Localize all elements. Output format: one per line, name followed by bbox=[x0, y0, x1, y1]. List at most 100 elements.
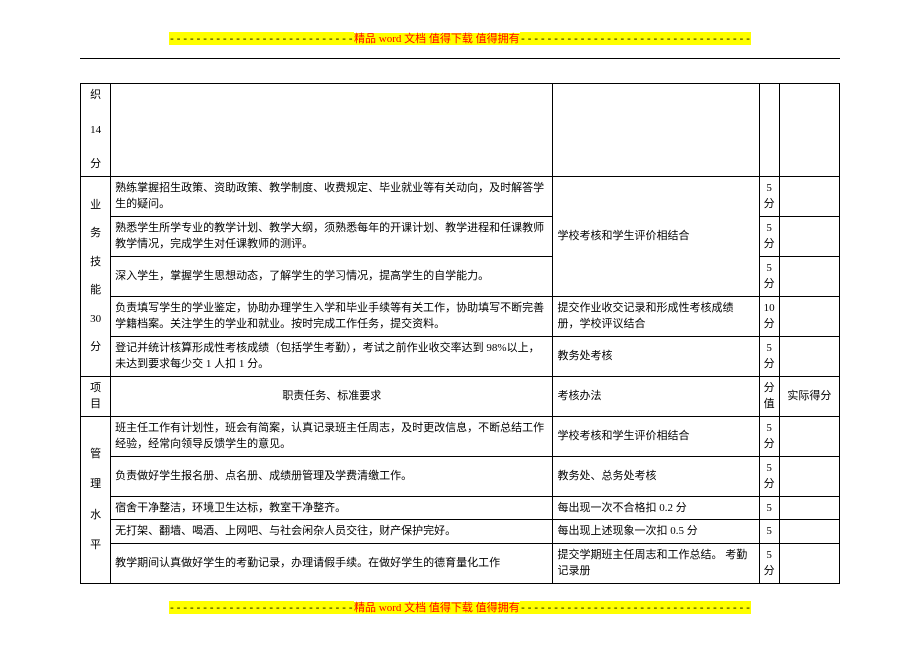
score-num: 5 bbox=[764, 523, 775, 540]
table-row: 宿舍干净整洁，环境卫生达标，教室干净整齐。 每出现一次不合格扣 0.2 分 5 bbox=[81, 496, 840, 520]
desc-cell bbox=[111, 84, 553, 177]
method-cell: 教务处考核 bbox=[553, 336, 759, 376]
score-cell: 5 分 bbox=[759, 336, 779, 376]
banner-top: ----------------------------精品 word 文档 值… bbox=[0, 0, 920, 52]
table-row: 教学期间认真做好学生的考勤记录，办理请假手续。在做好学生的德育量化工作 提交学期… bbox=[81, 543, 840, 583]
method-cell bbox=[553, 84, 759, 177]
cat3-l3: 水 bbox=[85, 507, 106, 524]
actual-cell bbox=[779, 216, 839, 256]
method-cell: 每出现一次不合格扣 0.2 分 bbox=[553, 496, 759, 520]
desc-cell: 熟悉学生所学专业的教学计划、教学大纲，须熟悉每年的开课计划、教学进程和任课教师教… bbox=[111, 216, 553, 256]
cat2-l4: 能 bbox=[85, 282, 106, 299]
cat3-l4: 平 bbox=[85, 537, 106, 554]
category-cell-1: 织 14 分 bbox=[81, 84, 111, 177]
cat1-l3: 分 bbox=[85, 156, 106, 173]
header-c5: 实际得分 bbox=[779, 376, 839, 416]
header-c1: 项目 bbox=[81, 376, 111, 416]
score-num: 5 bbox=[764, 180, 775, 197]
score-cell: 5 bbox=[759, 496, 779, 520]
actual-cell bbox=[779, 296, 839, 336]
score-num: 5 bbox=[764, 500, 775, 517]
top-rule bbox=[80, 58, 840, 59]
score-cell: 5 分 bbox=[759, 176, 779, 216]
actual-cell bbox=[779, 416, 839, 456]
header-c4b: 值 bbox=[764, 396, 775, 413]
desc-cell: 熟练掌握招生政策、资助政策、教学制度、收费规定、毕业就业等有关动向，及时解答学生… bbox=[111, 176, 553, 216]
actual-cell bbox=[779, 456, 839, 496]
score-num: 5 bbox=[764, 340, 775, 357]
desc-cell: 宿舍干净整洁，环境卫生达标，教室干净整齐。 bbox=[111, 496, 553, 520]
actual-cell bbox=[779, 336, 839, 376]
cat2-l6: 分 bbox=[85, 339, 106, 356]
score-cell: 5 分 bbox=[759, 216, 779, 256]
table-row: 负责填写学生的学业鉴定，协助办理学生入学和毕业手续等有关工作，协助填写不断完善学… bbox=[81, 296, 840, 336]
table-row: 无打架、翻墙、喝酒、上网吧、与社会闲杂人员交往，财产保护完好。 每出现上述现象一… bbox=[81, 520, 840, 544]
method-cell: 学校考核和学生评价相结合 bbox=[553, 176, 759, 296]
score-cell: 5 分 bbox=[759, 256, 779, 296]
score-unit: 分 bbox=[764, 356, 775, 373]
score-num: 5 bbox=[764, 460, 775, 477]
score-unit: 分 bbox=[764, 236, 775, 253]
table-wrap: 织 14 分 业 务 技 能 30 分 熟练掌握招生政策、资助政策、教学制度、收… bbox=[80, 83, 840, 584]
category-cell-2: 业 务 技 能 30 分 bbox=[81, 176, 111, 376]
score-num: 5 bbox=[764, 420, 775, 437]
dash-right: ----------------------------------- bbox=[520, 32, 752, 45]
method-cell: 学校考核和学生评价相结合 bbox=[553, 416, 759, 456]
actual-cell bbox=[779, 520, 839, 544]
banner-bottom-text: 精品 word 文档 值得下载 值得拥有 bbox=[354, 602, 520, 614]
dash-left-b: ---------------------------- bbox=[169, 601, 354, 614]
desc-cell: 负责填写学生的学业鉴定，协助办理学生入学和毕业手续等有关工作，协助填写不断完善学… bbox=[111, 296, 553, 336]
score-unit: 分 bbox=[764, 436, 775, 453]
actual-cell bbox=[779, 543, 839, 583]
score-unit: 分 bbox=[764, 316, 775, 333]
actual-cell bbox=[779, 176, 839, 216]
dash-left: ---------------------------- bbox=[169, 32, 354, 45]
score-unit: 分 bbox=[764, 276, 775, 293]
category-cell-3: 管 理 水 平 bbox=[81, 416, 111, 583]
cat2-l3: 技 bbox=[85, 254, 106, 271]
banner-top-text: 精品 word 文档 值得下载 值得拥有 bbox=[354, 33, 520, 45]
header-c4a: 分 bbox=[764, 380, 775, 397]
dash-right-b: ----------------------------------- bbox=[520, 601, 752, 614]
cat1-l1: 织 bbox=[85, 87, 106, 104]
header-c4: 分 值 bbox=[759, 376, 779, 416]
score-cell: 5 分 bbox=[759, 456, 779, 496]
table-header-row: 项目 职责任务、标准要求 考核办法 分 值 实际得分 bbox=[81, 376, 840, 416]
header-c2: 职责任务、标准要求 bbox=[111, 376, 553, 416]
score-unit: 分 bbox=[764, 563, 775, 580]
method-cell: 每出现上述现象一次扣 0.5 分 bbox=[553, 520, 759, 544]
cat3-l2: 理 bbox=[85, 476, 106, 493]
score-unit: 分 bbox=[764, 196, 775, 213]
desc-cell: 无打架、翻墙、喝酒、上网吧、与社会闲杂人员交往，财产保护完好。 bbox=[111, 520, 553, 544]
actual-cell bbox=[779, 256, 839, 296]
table-row: 织 14 分 bbox=[81, 84, 840, 177]
desc-cell: 登记并统计核算形成性考核成绩（包括学生考勤），考试之前作业收交率达到 98%以上… bbox=[111, 336, 553, 376]
score-unit: 分 bbox=[764, 476, 775, 493]
method-cell: 提交作业收交记录和形成性考核成绩册，学校评议结合 bbox=[553, 296, 759, 336]
cat3-l1: 管 bbox=[85, 446, 106, 463]
score-cell: 10 分 bbox=[759, 296, 779, 336]
table-row: 管 理 水 平 班主任工作有计划性，班会有简案，认真记录班主任周志，及时更改信息… bbox=[81, 416, 840, 456]
assessment-table: 织 14 分 业 务 技 能 30 分 熟练掌握招生政策、资助政策、教学制度、收… bbox=[80, 83, 840, 584]
table-row: 登记并统计核算形成性考核成绩（包括学生考勤），考试之前作业收交率达到 98%以上… bbox=[81, 336, 840, 376]
score-num: 5 bbox=[764, 547, 775, 564]
banner-bottom: ----------------------------精品 word 文档 值… bbox=[0, 593, 920, 621]
desc-cell: 班主任工作有计划性，班会有简案，认真记录班主任周志，及时更改信息，不断总结工作经… bbox=[111, 416, 553, 456]
cat2-l1: 业 bbox=[85, 197, 106, 214]
cat2-l5: 30 bbox=[85, 311, 106, 328]
score-num: 10 bbox=[764, 300, 775, 317]
score-num: 5 bbox=[764, 260, 775, 277]
score-cell bbox=[759, 84, 779, 177]
table-row: 负责做好学生报名册、点名册、成绩册管理及学费清缴工作。 教务处、总务处考核 5 … bbox=[81, 456, 840, 496]
method-cell: 提交学期班主任周志和工作总结。 考勤记录册 bbox=[553, 543, 759, 583]
cat1-l2: 14 bbox=[85, 122, 106, 139]
desc-cell: 负责做好学生报名册、点名册、成绩册管理及学费清缴工作。 bbox=[111, 456, 553, 496]
actual-cell bbox=[779, 84, 839, 177]
desc-cell: 深入学生，掌握学生思想动态，了解学生的学习情况，提高学生的自学能力。 bbox=[111, 256, 553, 296]
cat2-l2: 务 bbox=[85, 225, 106, 242]
header-c3: 考核办法 bbox=[553, 376, 759, 416]
score-num: 5 bbox=[764, 220, 775, 237]
desc-cell: 教学期间认真做好学生的考勤记录，办理请假手续。在做好学生的德育量化工作 bbox=[111, 543, 553, 583]
score-cell: 5 分 bbox=[759, 543, 779, 583]
score-cell: 5 bbox=[759, 520, 779, 544]
